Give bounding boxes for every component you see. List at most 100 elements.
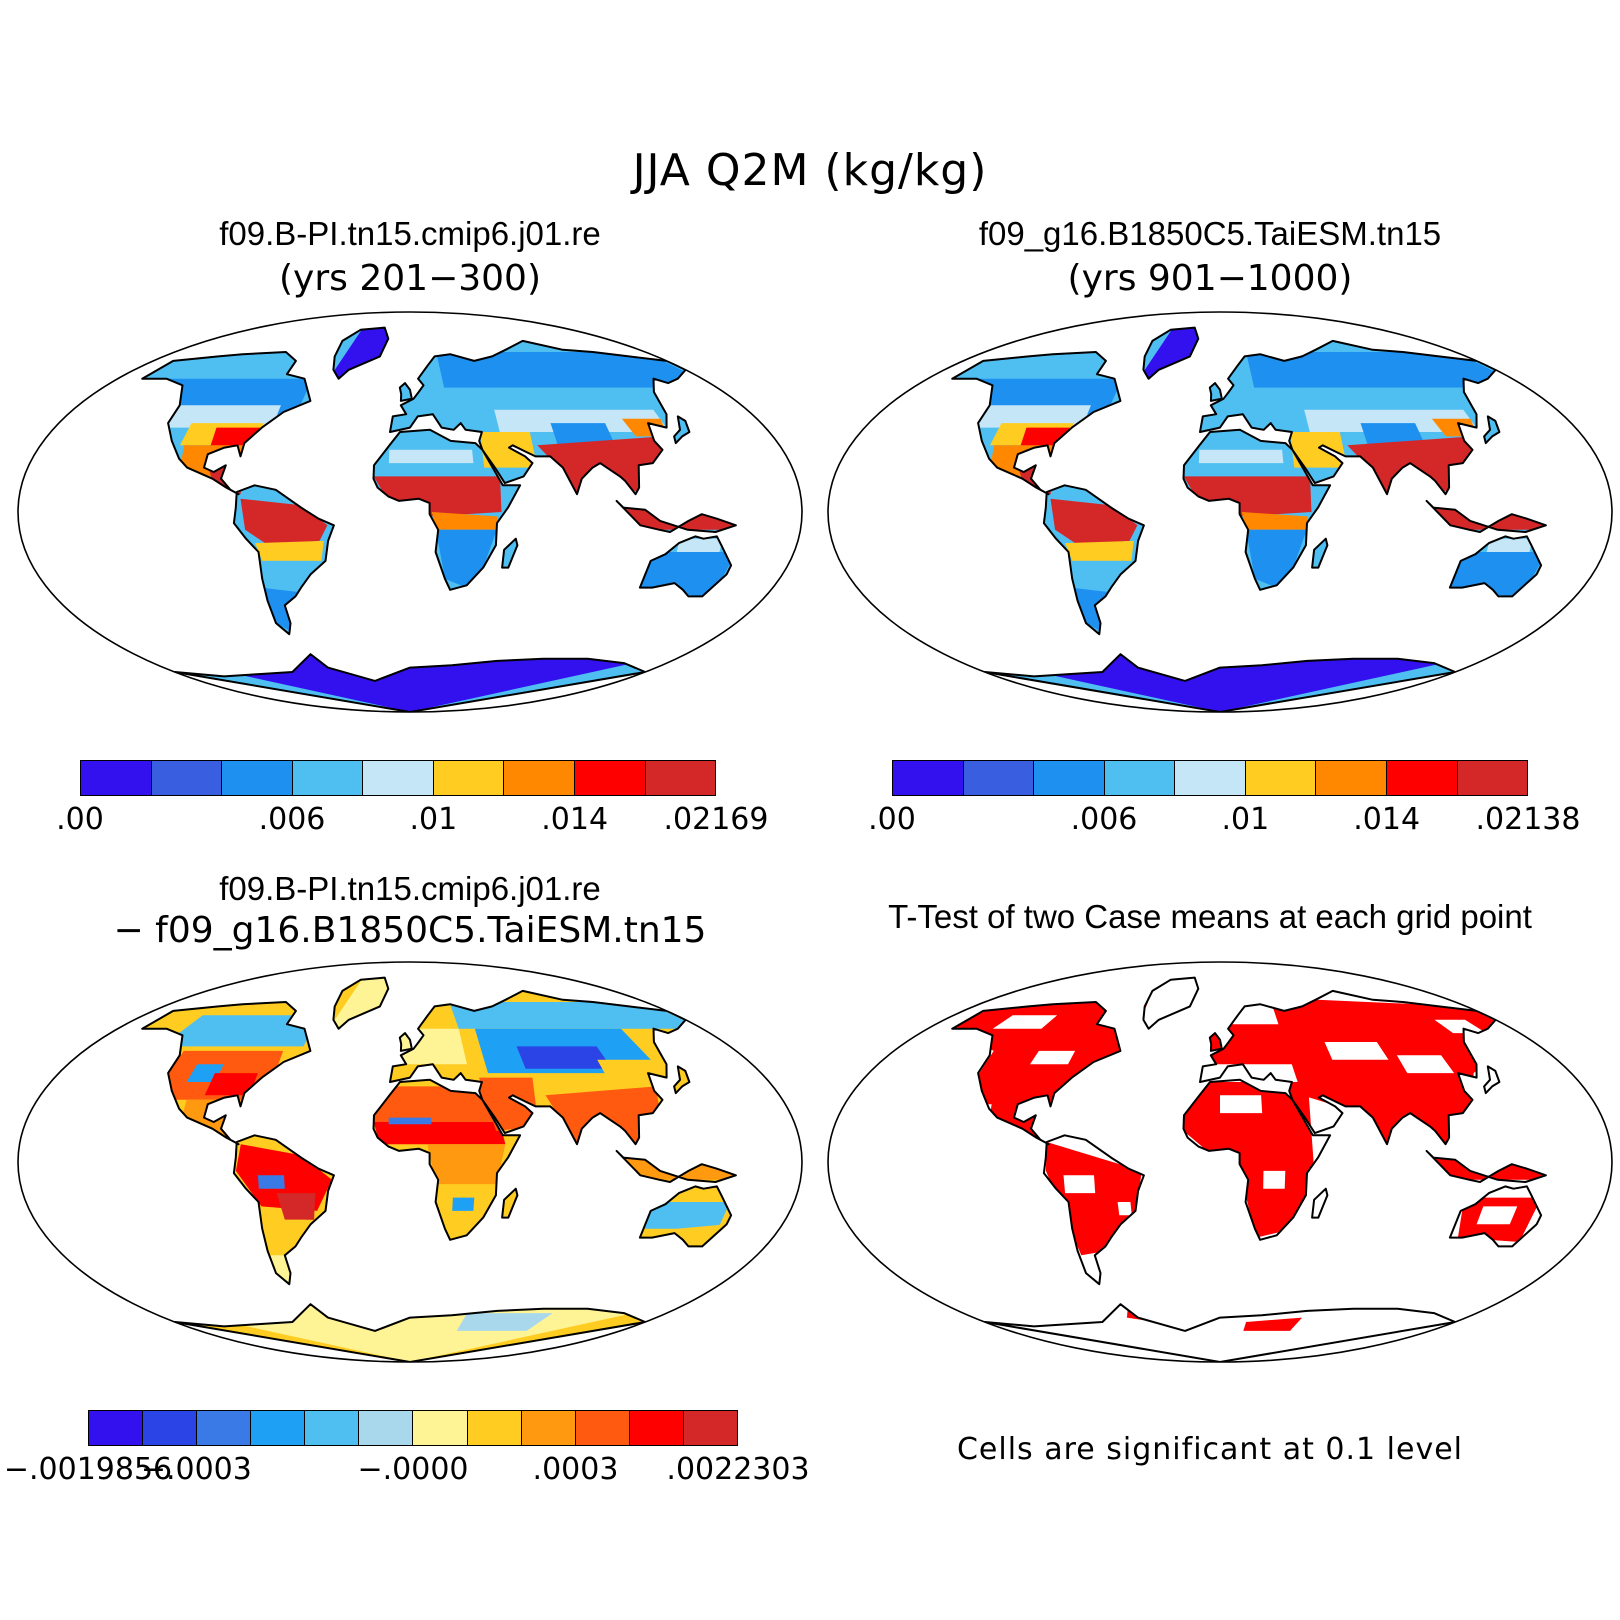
contour-region bbox=[204, 1073, 258, 1096]
colorbar-tick-label: .01 bbox=[409, 802, 458, 837]
colorbar-cell bbox=[963, 761, 1035, 795]
contour-region bbox=[1486, 538, 1533, 552]
colorbar-cell bbox=[1034, 761, 1105, 795]
contour-region bbox=[1065, 540, 1134, 561]
figure-title: JJA Q2M (kg/kg) bbox=[632, 145, 988, 196]
colorbar-tick-label: .006 bbox=[258, 802, 326, 837]
contour-region bbox=[388, 1117, 432, 1125]
panel2-map bbox=[827, 311, 1613, 713]
colorbar-tick-label: −.0000 bbox=[357, 1452, 469, 1487]
colorbar-cell bbox=[893, 761, 964, 795]
colorbar-tick-label: .00 bbox=[868, 802, 916, 837]
panel2-colorbar bbox=[892, 760, 1528, 796]
contour-region bbox=[142, 1299, 695, 1362]
panel1-colorbar bbox=[80, 760, 716, 796]
colorbar-cell bbox=[1104, 761, 1176, 795]
contour-region bbox=[597, 1059, 690, 1082]
insignificant-region bbox=[1030, 1050, 1076, 1065]
contour-region bbox=[537, 436, 664, 499]
significant-region bbox=[1269, 997, 1520, 1149]
colorbar-cell bbox=[575, 1411, 630, 1445]
map-boundary bbox=[827, 311, 1613, 713]
colorbar-cell bbox=[251, 1411, 306, 1445]
colorbar-tick-label: .006 bbox=[1070, 802, 1138, 837]
insignificant-region bbox=[992, 1015, 1058, 1029]
significant-region bbox=[1243, 1317, 1303, 1331]
colorbar-cell bbox=[1316, 761, 1387, 795]
contour-region bbox=[973, 405, 1091, 428]
panel1-colorbar-ticks: .00 .006 .01 .014 .02169 bbox=[56, 802, 768, 842]
colorbar-cell bbox=[574, 761, 646, 795]
colorbar-cell bbox=[1386, 761, 1458, 795]
colorbar-cell bbox=[1245, 761, 1317, 795]
colorbar-cell bbox=[1175, 761, 1246, 795]
colorbar-tick-label: .00 bbox=[56, 802, 104, 837]
colorbar-cell bbox=[89, 1411, 144, 1445]
colorbar-cell bbox=[521, 1411, 576, 1445]
contour-region bbox=[260, 587, 299, 635]
contour-region bbox=[1304, 409, 1480, 432]
colorbar-tick-label: .02169 bbox=[663, 802, 769, 837]
contour-region bbox=[373, 1086, 500, 1122]
insignificant-region bbox=[1220, 1095, 1263, 1114]
colorbar-tick-label: .01 bbox=[1221, 802, 1270, 837]
panel3-colorbar bbox=[88, 1410, 738, 1446]
insignificant-region bbox=[1434, 1019, 1487, 1034]
contour-region bbox=[676, 538, 723, 552]
colorbar-cell bbox=[197, 1411, 252, 1445]
significant-region bbox=[986, 1099, 1055, 1145]
colorbar-cell bbox=[151, 761, 223, 795]
land-fill bbox=[142, 327, 736, 712]
panel4-map bbox=[827, 961, 1613, 1363]
contour-region bbox=[431, 512, 498, 530]
contour-region bbox=[1305, 387, 1527, 410]
panel2-colorbar-ticks: .00 .006 .01 .014 .02138 bbox=[868, 802, 1580, 842]
contour-region bbox=[494, 409, 670, 432]
insignificant-region bbox=[1396, 1055, 1455, 1074]
land-fill bbox=[142, 977, 736, 1362]
colorbar-cell bbox=[467, 1411, 522, 1445]
contour-region bbox=[644, 1202, 731, 1229]
contour-region bbox=[328, 327, 396, 379]
contour-region bbox=[390, 378, 526, 419]
map-boundary bbox=[17, 961, 803, 1363]
contour-region bbox=[1070, 587, 1109, 635]
contour-region bbox=[550, 423, 616, 446]
contour-region bbox=[328, 977, 396, 1029]
colorbar-cell bbox=[1457, 761, 1528, 795]
colorbar-tick-label: .02138 bbox=[1475, 802, 1581, 837]
contour-region bbox=[1183, 476, 1312, 517]
colorbar-cell bbox=[359, 1411, 414, 1445]
colorbar-cell bbox=[305, 1411, 360, 1445]
colorbar-cell bbox=[222, 761, 293, 795]
contour-region bbox=[1138, 327, 1206, 379]
coastline bbox=[141, 326, 737, 712]
colorbar-tick-label: −.0003 bbox=[140, 1452, 252, 1487]
contour-region bbox=[262, 560, 315, 588]
colorbar-cell bbox=[292, 761, 364, 795]
coastline bbox=[951, 326, 1547, 712]
panel3-map bbox=[17, 961, 803, 1363]
contour-region bbox=[436, 529, 497, 588]
panel2-title-line1: f09_g16.B1850C5.TaiESM.tn15 bbox=[978, 215, 1442, 252]
contour-region bbox=[161, 1015, 322, 1047]
insignificant-region bbox=[1263, 1170, 1286, 1189]
contour-region bbox=[1289, 432, 1348, 468]
contour-region bbox=[1246, 352, 1527, 388]
coastline bbox=[141, 976, 737, 1362]
contour-region bbox=[388, 449, 474, 464]
colorbar-cell bbox=[433, 761, 505, 795]
coastline bbox=[951, 976, 1547, 1362]
contour-region bbox=[1360, 423, 1426, 446]
contour-region bbox=[1246, 529, 1307, 588]
contour-region bbox=[276, 1193, 316, 1220]
panel3-title-line1: f09.B-PI.tn15.cmip6.j01.re bbox=[219, 870, 601, 907]
land-fill bbox=[952, 327, 1546, 712]
panel1-title-line2: (yrs 201−300) bbox=[279, 258, 541, 299]
panel1-map bbox=[17, 311, 803, 713]
contour-region bbox=[427, 1144, 506, 1185]
contour-region bbox=[452, 1197, 475, 1211]
contour-region bbox=[479, 432, 538, 468]
contour-region bbox=[449, 1002, 703, 1029]
colorbar-cell bbox=[683, 1411, 737, 1445]
